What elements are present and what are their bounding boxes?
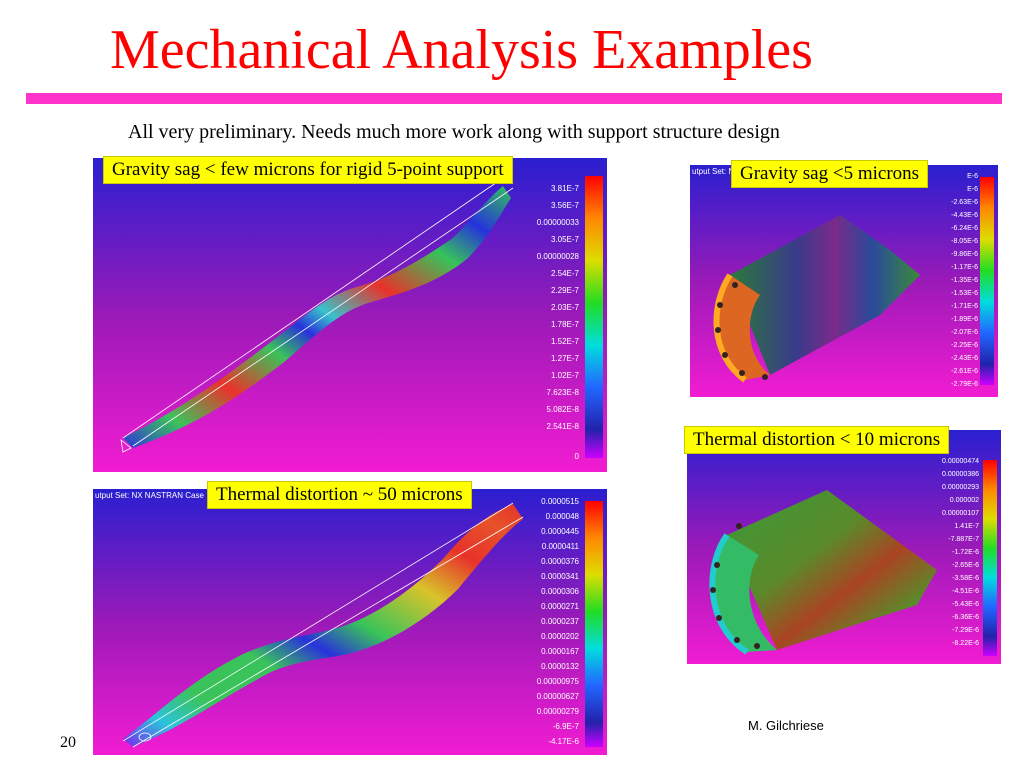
legend-value: 0.0000306: [541, 587, 579, 596]
legend-value: -2.07E-6: [951, 329, 978, 336]
legend-value: 0.0000341: [541, 572, 579, 581]
legend-value: 0.0000376: [541, 557, 579, 566]
legend-value: 2.03E-7: [550, 303, 579, 312]
legend-value: 0.000048: [545, 512, 579, 521]
legend-value: 0.00000107: [942, 510, 979, 517]
legend-value: -7.29E-6: [952, 627, 979, 634]
legend-value: 1.27E-7: [550, 354, 579, 363]
legend-value: 7.623E-8: [546, 388, 579, 397]
legend-value: 1.41E-7: [954, 523, 979, 530]
legend-value: 0.00000033: [536, 218, 579, 227]
legend-value: 0.00000386: [942, 471, 979, 478]
legend-value: 0.0000167: [541, 647, 579, 656]
legend-value: 0.0000445: [541, 527, 579, 536]
legend-value: -1.71E-6: [951, 303, 978, 310]
colorbar-labels: E-6 E-6 -2.63E-6 -4.43E-6 -6.24E-6 -8.05…: [918, 173, 978, 393]
legend-value: -1.89E-6: [951, 316, 978, 323]
callout-thermal-distortion-shell: Thermal distortion < 10 microns: [684, 426, 950, 454]
nastran-header-text: utput Set: NX N: [692, 167, 748, 176]
legend-value: 0.00000279: [536, 707, 579, 716]
legend-value: -1.72E-6: [952, 549, 979, 556]
legend-value: 0.0000411: [541, 542, 579, 551]
legend-value: 1.78E-7: [550, 320, 579, 329]
legend-value: E-6: [967, 186, 978, 193]
callout-gravity-sag-shell: Gravity sag <5 microns: [731, 160, 929, 188]
legend-value: -2.63E-6: [951, 199, 978, 206]
legend-value: 0: [574, 452, 579, 461]
legend-value: -7.887E-7: [948, 536, 979, 543]
slide-title: Mechanical Analysis Examples: [110, 19, 813, 81]
shell-thermal-render: [687, 430, 1001, 664]
legend-value: -2.79E-6: [951, 381, 978, 388]
legend-value: -1.17E-6: [951, 264, 978, 271]
legend-value: -2.25E-6: [951, 342, 978, 349]
legend-value: 0.0000237: [541, 617, 579, 626]
legend-value: 0.0000271: [541, 602, 579, 611]
callout-gravity-sag-beam: Gravity sag < few microns for rigid 5-po…: [103, 156, 513, 184]
legend-value: 5.082E-8: [546, 405, 579, 414]
legend-value: E-6: [967, 173, 978, 180]
author-credit: M. Gilchriese: [748, 718, 824, 733]
legend-value: -1.53E-6: [951, 290, 978, 297]
legend-value: -8.05E-6: [951, 238, 978, 245]
legend-value: 1.52E-7: [550, 337, 579, 346]
gravity-sag-shell-plot: utput Set: NX N E-6 E-6 -2.63E-6 -4.43E-…: [690, 165, 998, 397]
legend-value: -4.17E-6: [548, 737, 579, 746]
legend-value: -5.43E-6: [952, 601, 979, 608]
legend-value: -2.61E-6: [951, 368, 978, 375]
legend-value: 1.02E-7: [550, 371, 579, 380]
legend-value: 0.00000474: [942, 458, 979, 465]
legend-value: 2.29E-7: [550, 286, 579, 295]
legend-value: 0.00000293: [942, 484, 979, 491]
colorbar-labels: 3.81E-7 3.56E-7 0.00000033 3.05E-7 0.000…: [509, 184, 579, 464]
legend-value: -8.22E-6: [952, 640, 979, 647]
legend-value: 0.0000132: [541, 662, 579, 671]
legend-value: 0.0000515: [541, 497, 579, 506]
legend-value: -3.58E-6: [952, 575, 979, 582]
legend-value: 3.05E-7: [550, 235, 579, 244]
legend-value: 3.56E-7: [550, 201, 579, 210]
legend-value: -2.43E-6: [951, 355, 978, 362]
legend-value: 0.00000975: [536, 677, 579, 686]
slide-subtitle: All very preliminary. Needs much more wo…: [128, 121, 780, 143]
legend-value: -6.9E-7: [552, 722, 579, 731]
title-underline: [26, 93, 1002, 104]
nastran-header-text: utput Set: NX NASTRAN Case: [95, 491, 204, 500]
legend-value: 2.54E-7: [550, 269, 579, 278]
legend-value: -4.43E-6: [951, 212, 978, 219]
legend-value: -9.86E-6: [951, 251, 978, 258]
callout-thermal-distortion-beam: Thermal distortion ~ 50 microns: [207, 481, 472, 509]
shell-fea-render: [690, 165, 998, 397]
colorbar-labels: 0.0000515 0.000048 0.0000445 0.0000411 0…: [499, 497, 579, 747]
legend-value: -4.51E-6: [952, 588, 979, 595]
thermal-distortion-beam-plot: utput Set: NX NASTRAN Case 0.0000515 0.0…: [93, 489, 607, 755]
legend-value: 0.000002: [949, 497, 979, 504]
legend-value: -6.36E-6: [952, 614, 979, 621]
beam-fea-render: [93, 158, 607, 472]
legend-value: 0.0000202: [541, 632, 579, 641]
colorbar-labels: 0.00000474 0.00000386 0.00000293 0.00000…: [919, 458, 979, 658]
beam-thermal-render: [93, 489, 607, 755]
legend-value: 0.00000028: [536, 252, 579, 261]
legend-value: -1.35E-6: [951, 277, 978, 284]
legend-value: -6.24E-6: [951, 225, 978, 232]
legend-value: 2.541E-8: [546, 422, 579, 431]
legend-value: 0.00000627: [536, 692, 579, 701]
gravity-sag-beam-plot: 3.81E-7 3.56E-7 0.00000033 3.05E-7 0.000…: [93, 158, 607, 472]
thermal-distortion-shell-plot: 0.00000474 0.00000386 0.00000293 0.00000…: [687, 430, 1001, 664]
legend-value: -2.65E-6: [952, 562, 979, 569]
legend-value: 3.81E-7: [550, 184, 579, 193]
page-number: 20: [60, 734, 76, 751]
